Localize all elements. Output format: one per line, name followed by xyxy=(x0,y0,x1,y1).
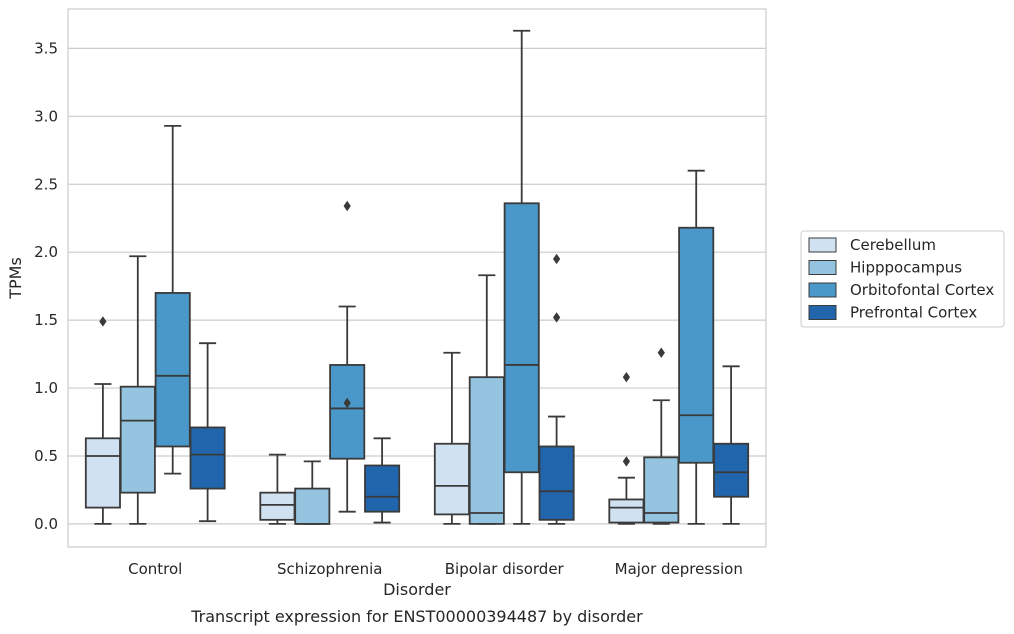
legend-label: Orbitofontal Cortex xyxy=(850,281,994,299)
box-iqr xyxy=(468,376,505,525)
outlier-point xyxy=(99,316,107,327)
box-iqr xyxy=(643,456,680,524)
y-tick-label: 2.0 xyxy=(34,243,58,261)
box-iqr xyxy=(259,491,296,521)
outlier-point xyxy=(552,253,561,265)
legend-label: Prefrontal Cortex xyxy=(850,304,977,322)
x-tick-label: Bipolar disorder xyxy=(445,560,565,578)
box-iqr xyxy=(433,442,470,516)
box-iqr xyxy=(119,385,156,494)
legend-frame xyxy=(800,230,1005,328)
box-cerebellum xyxy=(608,371,645,525)
box-prefrontal-cortex xyxy=(713,365,750,525)
legend-swatch xyxy=(808,305,837,320)
box-iqr xyxy=(294,487,331,525)
box-iqr xyxy=(84,437,121,509)
y-tick-label: 1.5 xyxy=(34,311,58,329)
outlier-point xyxy=(657,347,665,358)
plot-frame xyxy=(67,8,767,548)
box-orbitofontal-cortex xyxy=(329,200,366,513)
box-iqr xyxy=(189,426,226,490)
box-prefrontal-cortex xyxy=(364,437,401,524)
y-tick-label: 0.0 xyxy=(34,515,58,533)
x-tick-label: Schizophrenia xyxy=(277,560,382,578)
box-orbitofontal-cortex xyxy=(678,169,715,525)
outlier-point xyxy=(552,312,561,323)
box-cerebellum xyxy=(259,453,296,525)
box-iqr xyxy=(329,364,366,460)
y-tick-label: 3.5 xyxy=(34,39,58,57)
box-orbitofontal-cortex xyxy=(503,29,540,525)
outlier-point xyxy=(622,456,631,467)
y-tick-labels: 0.0 0.5 1.0 1.5 2.0 2.5 3.0 3.5 xyxy=(34,39,58,533)
outlier-point xyxy=(343,397,351,409)
box-prefrontal-cortex xyxy=(538,253,575,525)
outlier-point xyxy=(343,200,351,212)
box-iqr xyxy=(503,202,540,474)
legend: Cerebellum Hipppocampus Orbitofontal Corte… xyxy=(800,230,1005,328)
y-axis-label: TPMs xyxy=(6,257,25,300)
chart-caption: Transcript expression for ENST0000039448… xyxy=(190,607,643,626)
y-tick-label: 0.5 xyxy=(34,447,58,465)
box-iqr xyxy=(538,445,575,521)
x-tick-label: Control xyxy=(128,560,182,578)
legend-swatch xyxy=(808,260,837,275)
box-hipppocampus xyxy=(294,460,331,525)
box-iqr xyxy=(154,292,191,448)
x-tick-label: Major depression xyxy=(615,560,743,578)
box-cerebellum xyxy=(433,351,470,525)
box-hipppocampus xyxy=(468,274,505,525)
box-hipppocampus xyxy=(643,347,680,525)
box-layer xyxy=(84,29,750,525)
outlier-point xyxy=(622,371,631,383)
legend-items: Cerebellum Hipppocampus Orbitofontal Corte… xyxy=(808,236,994,322)
legend-label: Hipppocampus xyxy=(850,259,962,277)
box-iqr xyxy=(678,226,715,464)
legend-label: Cerebellum xyxy=(850,236,936,254)
x-tick-labels: Control Schizophrenia Bipolar disorder Majo… xyxy=(128,560,743,578)
box-iqr xyxy=(364,464,401,513)
legend-swatch xyxy=(808,282,837,298)
legend-swatch xyxy=(808,237,837,253)
y-tick-label: 3.0 xyxy=(34,107,58,125)
box-iqr xyxy=(713,442,750,498)
box-orbitofontal-cortex xyxy=(154,124,191,475)
y-tick-label: 2.5 xyxy=(34,175,58,193)
box-iqr xyxy=(608,498,645,524)
box-prefrontal-cortex xyxy=(189,342,226,523)
box-cerebellum xyxy=(84,316,121,525)
x-axis-label: Disorder xyxy=(383,580,451,599)
box-hipppocampus xyxy=(119,255,156,525)
y-tick-label: 1.0 xyxy=(34,379,58,397)
